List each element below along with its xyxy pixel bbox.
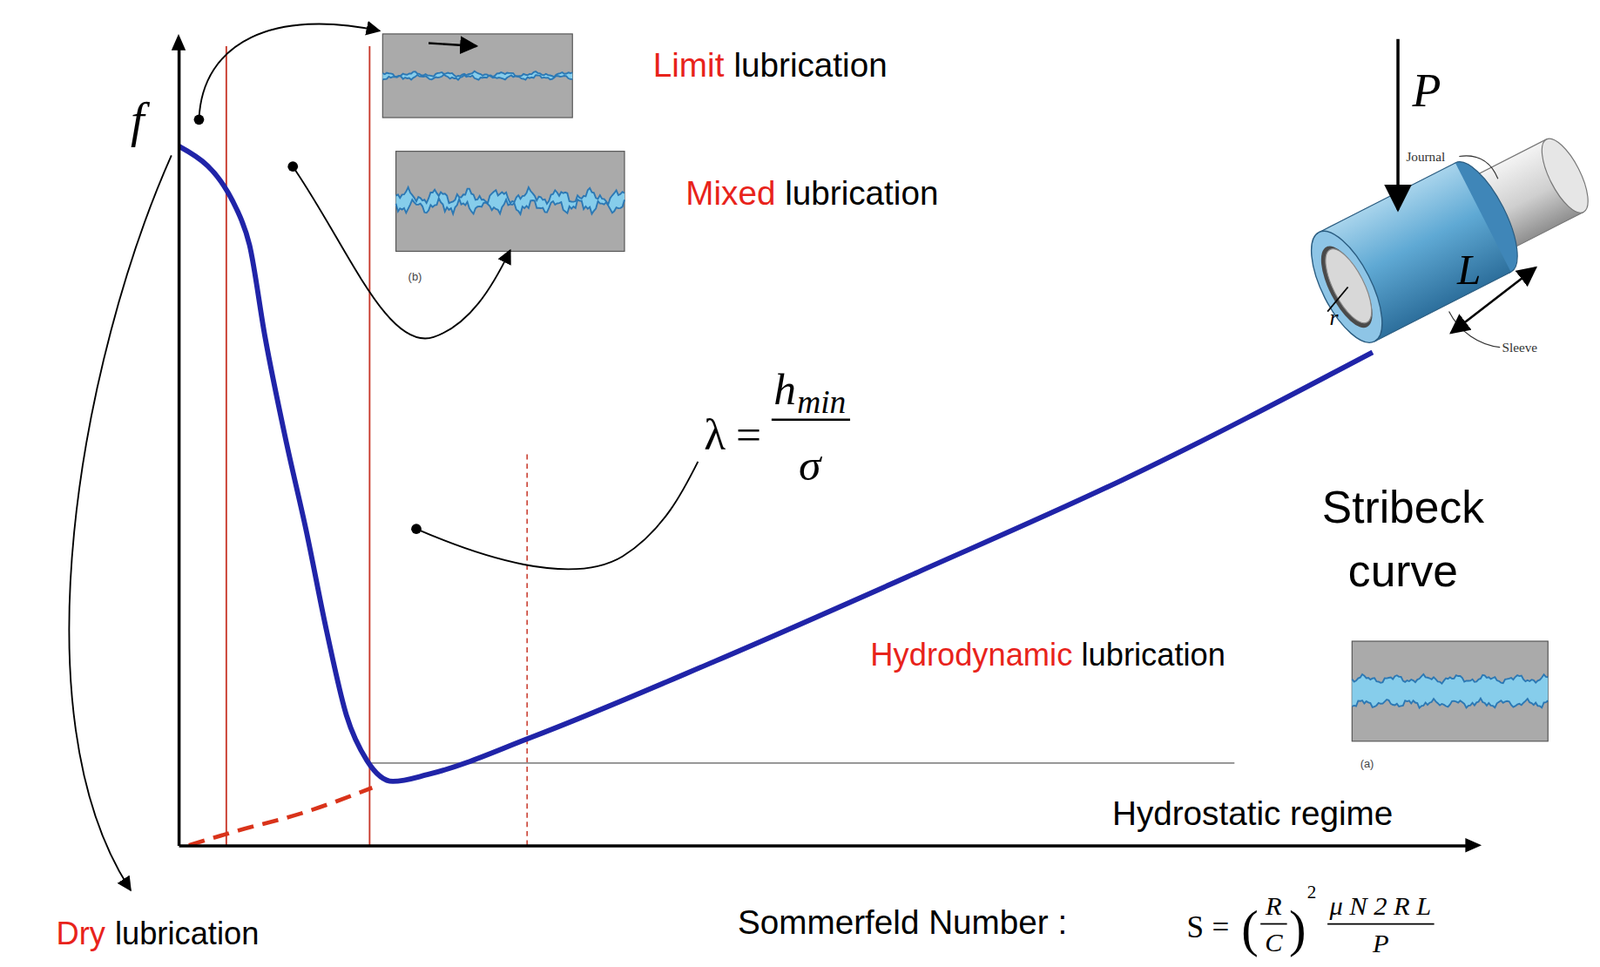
formula-denominator: P <box>1371 928 1390 959</box>
surface-bottom <box>396 198 625 215</box>
series-line <box>189 787 372 845</box>
fraction-bar <box>1260 923 1287 925</box>
regime-boundary <box>225 46 228 845</box>
title-line: Stribeck <box>1322 481 1485 533</box>
hydrostatic-label: Hydrostatic regime <box>1112 794 1393 832</box>
fraction-bar <box>1327 923 1435 925</box>
pointer-dot <box>287 161 298 172</box>
sleeve-front <box>1296 221 1397 353</box>
pointer-curve <box>68 155 171 891</box>
y-axis <box>178 47 180 846</box>
radius-label: r <box>1329 304 1340 331</box>
fraction-bar <box>771 418 851 421</box>
chart: f(b)(a)LimitlubricationMixedlubricationH… <box>0 0 1600 967</box>
regime-boundary <box>368 46 371 845</box>
regime-name: Hydrodynamic <box>870 636 1073 673</box>
inset-mixed <box>396 151 625 252</box>
inset-ground <box>382 33 573 118</box>
title: Stribeck curve <box>1322 481 1485 596</box>
load-label: P <box>1410 64 1441 117</box>
sleeve-bore <box>1310 238 1383 335</box>
title-line: curve <box>1348 545 1459 596</box>
load-arrow <box>1396 39 1400 210</box>
inset-ground <box>396 151 625 252</box>
pointer-curve <box>198 23 379 120</box>
hydrostatic-level <box>369 762 1235 764</box>
journal-front <box>1316 243 1381 330</box>
regime-name: Mixed <box>685 174 776 212</box>
plot-area <box>178 46 1373 845</box>
sleeve-edge <box>1318 162 1456 233</box>
x-axis <box>179 844 1471 846</box>
regime-label: lubrication <box>1080 636 1225 673</box>
formula-symbol: S <box>1187 910 1205 945</box>
regime-label: lubrication <box>733 46 887 84</box>
surface-top <box>396 187 625 205</box>
sommerfeld-formula: S= (RC)2 μ N 2 R L P <box>1187 881 1435 959</box>
surface-bottom <box>382 74 573 81</box>
regime-name: Limit <box>653 46 725 84</box>
series-line <box>178 146 1373 782</box>
formula-exponent: 2 <box>1307 881 1317 903</box>
inset-limit <box>382 33 573 118</box>
inset-ground <box>1351 641 1548 742</box>
motion-arrow <box>428 42 477 47</box>
bearing <box>1296 114 1600 353</box>
lambda-formula: λ=hmin σ <box>703 364 851 490</box>
leader-line <box>1458 155 1499 179</box>
formula-numerator: μ N 2 R L <box>1328 891 1432 921</box>
axis-line <box>177 47 182 846</box>
lambda-symbol: λ <box>703 409 726 460</box>
surface-top <box>1351 674 1548 684</box>
pointer-curve <box>416 461 698 570</box>
formula-paren: ( <box>1241 900 1259 958</box>
lubricant-film <box>382 71 573 81</box>
y-axis-title: f <box>130 93 151 148</box>
axis-line <box>179 843 1471 848</box>
surface-top <box>382 71 573 78</box>
journal-label: Journal <box>1405 148 1445 164</box>
journal-end <box>1532 132 1598 219</box>
lambda-subscript: min <box>796 384 846 420</box>
pointer-curve <box>292 166 511 338</box>
formula-ratio-bottom: C <box>1264 927 1283 958</box>
formula-paren: ) <box>1289 900 1307 958</box>
inset-label: (a) <box>1360 756 1375 770</box>
lubricant-film <box>1351 674 1548 709</box>
lubricant-film <box>396 187 625 215</box>
regime-label: lubrication <box>114 915 259 952</box>
regime-name: Dry <box>55 915 106 952</box>
surface-bottom <box>1351 698 1548 709</box>
lambda-denominator: σ <box>798 439 824 490</box>
inset-hydrodynamic <box>1351 641 1548 742</box>
y-axis-arrow <box>171 33 186 51</box>
regime-boundary <box>526 453 528 845</box>
formula-ratio-top: R <box>1264 891 1283 921</box>
sleeve-label: Sleeve <box>1502 339 1539 355</box>
lambda-equals: = <box>735 409 762 460</box>
regime-label: lubrication <box>784 174 939 212</box>
lambda-numerator: h <box>773 364 797 414</box>
formula-equals: = <box>1211 910 1229 945</box>
length-label: L <box>1456 245 1481 294</box>
sleeve-edge <box>1374 271 1512 342</box>
inset-label: (b) <box>408 270 423 284</box>
x-axis-title: Sommerfeld Number : <box>737 903 1067 941</box>
x-axis-arrow <box>1464 837 1482 852</box>
